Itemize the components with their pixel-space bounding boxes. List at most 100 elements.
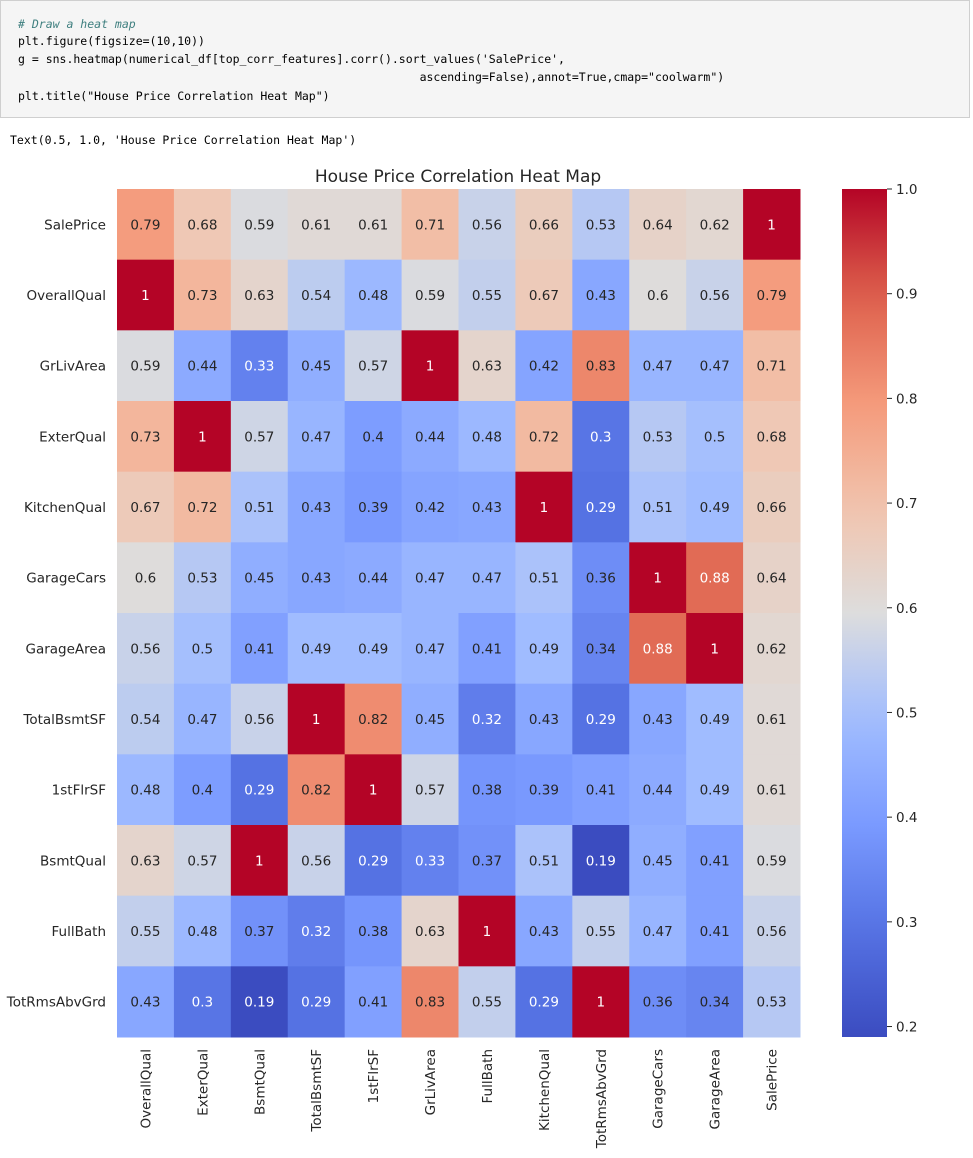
cell-annotation: 0.56 <box>700 288 730 304</box>
heatmap-cell <box>117 401 175 473</box>
cell-annotation: 0.59 <box>757 853 787 869</box>
code-cell[interactable]: # Draw a heat map plt.figure(figsize=(10… <box>0 0 970 118</box>
cell-annotation: 0.62 <box>700 217 730 233</box>
cell-annotation: 0.83 <box>415 995 445 1011</box>
heatmap-cell <box>629 401 687 473</box>
cell-annotation: 0.62 <box>757 641 787 657</box>
cell-annotation: 1 <box>141 288 150 304</box>
heatmap-cell <box>515 471 573 543</box>
cell-annotation: 0.64 <box>643 217 673 233</box>
cell-annotation: 0.45 <box>415 712 445 728</box>
cell-annotation: 0.82 <box>358 712 388 728</box>
heatmap-cell <box>287 330 346 402</box>
heatmap-cell <box>344 966 403 1038</box>
heatmap-cell <box>743 683 801 755</box>
chart-title: House Price Correlation Heat Map <box>315 167 601 187</box>
cell-annotation: 0.45 <box>301 359 331 375</box>
heatmap-cell <box>230 895 289 967</box>
cell-annotation: 0.32 <box>301 924 331 940</box>
cell-annotation: 0.47 <box>415 571 445 587</box>
heatmap-cell <box>743 895 801 967</box>
heatmap-cell <box>572 683 630 755</box>
cell-annotation: 0.41 <box>700 924 730 940</box>
cell-annotation: 0.53 <box>187 571 217 587</box>
heatmap-cell <box>173 330 232 402</box>
heatmap-cell <box>344 189 403 261</box>
cell-annotation: 1 <box>312 712 321 728</box>
column-label: TotRmsAbvGrd <box>594 1049 610 1149</box>
column-label: GarageCars <box>651 1049 667 1129</box>
heatmap-cell <box>344 754 403 826</box>
heatmap-cell <box>743 613 801 685</box>
column-label: FullBath <box>480 1049 496 1103</box>
cell-annotation: 0.66 <box>757 500 787 516</box>
heatmap-cell <box>515 683 573 755</box>
cell-annotation: 0.42 <box>415 500 445 516</box>
colorbar-tick-label: 1.0 <box>896 182 917 198</box>
cell-annotation: 1 <box>255 853 264 869</box>
cell-annotation: 0.68 <box>757 429 787 445</box>
heatmap-cell <box>230 683 289 755</box>
cell-annotation: 0.43 <box>301 571 331 587</box>
cell-annotation: 0.43 <box>643 712 673 728</box>
heatmap-cell <box>515 895 573 967</box>
cell-annotation: 0.33 <box>415 853 445 869</box>
heatmap-cell <box>287 401 346 473</box>
column-label: ExterQual <box>195 1049 211 1116</box>
heatmap-cell <box>173 401 232 473</box>
cell-annotation: 0.63 <box>415 924 445 940</box>
row-label: GarageCars <box>26 571 106 587</box>
output-text: Text(0.5, 1.0, 'House Price Correlation … <box>10 133 357 147</box>
cell-annotation: 0.61 <box>358 217 388 233</box>
heatmap-cell <box>173 683 232 755</box>
cell-annotation: 0.29 <box>301 995 331 1011</box>
row-label: 1stFlrSF <box>52 783 106 799</box>
cell-annotation: 0.73 <box>187 288 217 304</box>
heatmap-cell <box>401 401 459 473</box>
heatmap-cell <box>401 825 459 897</box>
heatmap-cell <box>572 189 630 261</box>
heatmap-cell <box>344 683 403 755</box>
heatmap-cell <box>401 189 459 261</box>
cell-annotation: 0.49 <box>700 500 730 516</box>
cell-annotation: 0.53 <box>586 217 616 233</box>
heatmap-cell <box>629 754 687 826</box>
heatmap-cell <box>686 542 744 614</box>
column-label: BsmtQual <box>252 1049 268 1115</box>
heatmap-cell <box>686 895 744 967</box>
heatmap-cell <box>458 471 516 543</box>
heatmap-cell <box>572 471 630 543</box>
heatmap-cell <box>743 330 801 402</box>
heatmap-cell <box>572 895 630 967</box>
cell-annotation: 0.79 <box>757 288 787 304</box>
heatmap-cell <box>458 189 516 261</box>
cell-annotation: 1 <box>596 995 605 1011</box>
cell-annotation: 0.54 <box>301 288 331 304</box>
heatmap-cell <box>686 613 744 685</box>
heatmap-cell <box>515 330 573 402</box>
cell-annotation: 0.66 <box>529 217 559 233</box>
column-label: GrLivArea <box>423 1049 439 1115</box>
cell-annotation: 0.34 <box>586 641 616 657</box>
cell-annotation: 0.41 <box>700 853 730 869</box>
heatmap-cell <box>629 471 687 543</box>
heatmap-cell <box>401 542 459 614</box>
cell-annotation: 0.55 <box>586 924 616 940</box>
heatmap-cell <box>230 542 289 614</box>
cell-annotation: 0.49 <box>700 712 730 728</box>
cell-annotation: 1 <box>369 783 378 799</box>
row-label: KitchenQual <box>24 500 106 516</box>
heatmap-cell <box>117 683 175 755</box>
heatmap-chart: House Price Correlation Heat Map 0.79 0.6… <box>6 167 918 1149</box>
heatmap-cell <box>173 542 232 614</box>
heatmap-cell <box>629 966 687 1038</box>
column-label: TotalBsmtSF <box>309 1049 325 1133</box>
heatmap-cell <box>287 683 346 755</box>
heatmap-cell <box>743 754 801 826</box>
cell-annotation: 0.56 <box>130 641 160 657</box>
heatmap-cell <box>686 471 744 543</box>
heatmap-cell <box>230 613 289 685</box>
heatmap-cell <box>117 471 175 543</box>
cell-annotation: 0.47 <box>700 359 730 375</box>
cell-annotation: 0.55 <box>472 995 502 1011</box>
